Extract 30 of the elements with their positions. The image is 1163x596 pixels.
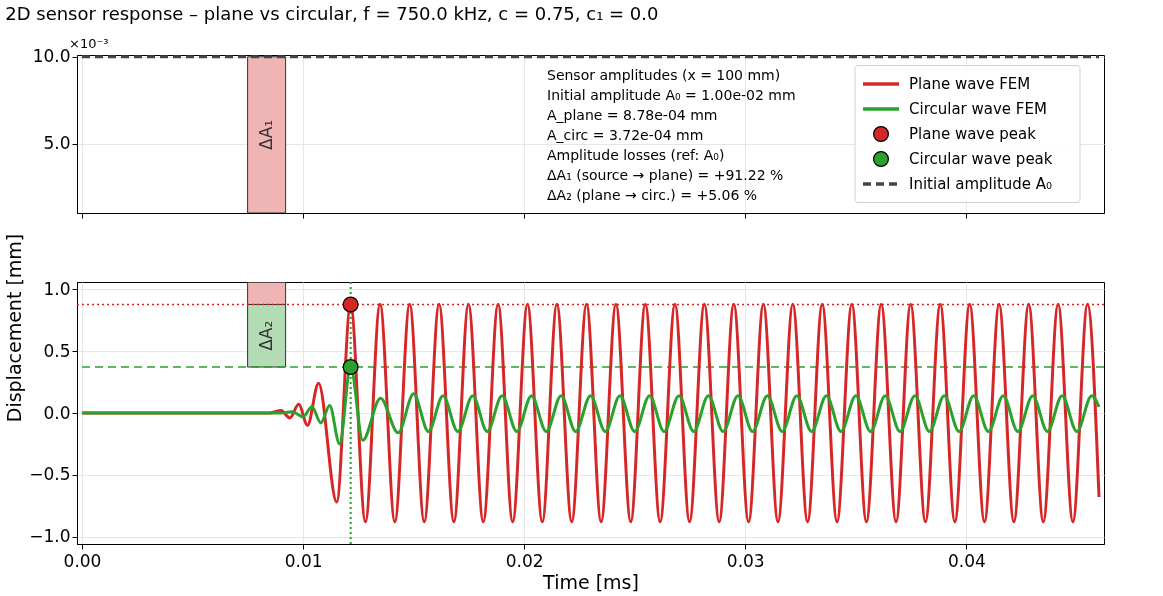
y-tick-label: 5.0 xyxy=(43,133,71,154)
y-tick-label: 1.0 xyxy=(43,278,71,299)
series-label: ΔA₂ xyxy=(255,320,276,351)
chart-title: 2D sensor response – plane vs circular, f = 750.0 kHz, c = 0.75, c₁ = 0.0 xyxy=(5,2,659,24)
y-tick-label: 10.0 xyxy=(32,46,71,67)
annotation: Amplitude losses (ref: A₀) xyxy=(547,147,725,163)
y-tick-label: 0.5 xyxy=(43,340,71,361)
legend-label: Plane wave FEM xyxy=(909,75,1031,93)
y-tick-label: −1.0 xyxy=(29,526,71,547)
x-axis-title: Time [ms] xyxy=(542,570,639,593)
legend-label: Circular wave peak xyxy=(909,150,1053,168)
legend-label: Circular wave FEM xyxy=(909,100,1047,118)
y-tick-label: −0.5 xyxy=(29,464,71,485)
x-tick-label: 0.01 xyxy=(284,550,323,571)
y-tick-label: 0.0 xyxy=(43,402,71,423)
annotation: Sensor amplitudes (x = 100 mm) xyxy=(547,67,781,83)
legend-label: Initial amplitude A₀ xyxy=(909,175,1053,193)
y-axis-title: Displacement [mm] xyxy=(3,233,26,423)
series-label: ΔA₁ xyxy=(255,119,276,150)
x-tick-label: 0.00 xyxy=(63,550,102,571)
x-tick-label: 0.04 xyxy=(947,550,986,571)
annotation: ΔA₂ (plane → circ.) = +5.06 % xyxy=(547,187,758,203)
legend-label: Plane wave peak xyxy=(909,125,1037,143)
annotation: Initial amplitude A₀ = 1.00e-02 mm xyxy=(547,87,796,103)
x-tick-label: 0.02 xyxy=(505,550,544,571)
annotation: A_circ = 3.72e-04 mm xyxy=(547,127,704,143)
annotation: A_plane = 8.78e-04 mm xyxy=(547,107,718,123)
x-tick-label: 0.03 xyxy=(726,550,765,571)
annotation: ΔA₁ (source → plane) = +91.22 % xyxy=(547,167,784,183)
text: ×10⁻³ xyxy=(69,36,109,51)
